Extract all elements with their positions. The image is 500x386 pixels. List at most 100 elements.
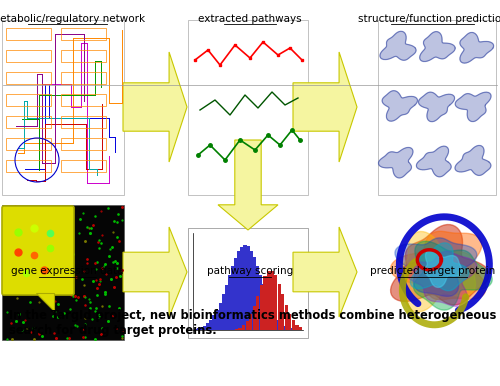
Polygon shape	[382, 91, 418, 121]
Bar	[61, 94, 106, 106]
Bar	[256, 266, 259, 330]
Polygon shape	[416, 146, 451, 177]
Bar	[252, 257, 256, 330]
Polygon shape	[460, 32, 494, 63]
Bar	[262, 284, 265, 330]
Bar	[268, 302, 271, 330]
Polygon shape	[218, 140, 278, 230]
Polygon shape	[395, 238, 477, 296]
Bar	[212, 315, 216, 330]
Bar	[216, 310, 218, 330]
Text: gene expression data: gene expression data	[11, 266, 124, 276]
Bar	[225, 285, 228, 330]
Bar	[188, 228, 308, 338]
Bar	[274, 315, 278, 330]
Bar	[265, 294, 268, 330]
Bar	[278, 320, 280, 330]
Bar	[61, 116, 106, 128]
Bar	[264, 276, 266, 330]
Bar	[235, 329, 238, 330]
Polygon shape	[36, 293, 54, 311]
Bar	[271, 309, 274, 330]
Bar	[218, 303, 222, 330]
Bar	[6, 116, 51, 128]
Bar	[237, 251, 240, 330]
Bar	[249, 315, 252, 330]
Bar	[197, 328, 200, 330]
Bar	[200, 327, 203, 330]
Text: pathway scoring: pathway scoring	[207, 266, 293, 276]
Bar	[61, 160, 106, 172]
Text: predicted target protein: predicted target protein	[370, 266, 495, 276]
Polygon shape	[424, 250, 463, 288]
Text: extracted pathways: extracted pathways	[198, 14, 302, 24]
Bar	[210, 320, 212, 330]
Bar	[244, 245, 246, 330]
Bar	[286, 327, 290, 330]
Bar	[194, 329, 197, 330]
FancyBboxPatch shape	[2, 206, 74, 295]
Polygon shape	[390, 225, 489, 305]
Polygon shape	[378, 147, 413, 178]
Bar	[246, 246, 250, 330]
Polygon shape	[398, 232, 475, 312]
Bar	[270, 271, 274, 330]
Bar	[284, 325, 286, 330]
Bar	[258, 275, 262, 330]
Bar	[378, 20, 496, 195]
Bar	[206, 323, 210, 330]
Bar	[6, 138, 51, 150]
Bar	[6, 72, 51, 84]
Polygon shape	[414, 241, 492, 310]
Bar	[260, 285, 263, 330]
Polygon shape	[418, 92, 454, 122]
Polygon shape	[123, 227, 187, 317]
Bar	[6, 160, 51, 172]
Bar	[288, 314, 292, 330]
Text: structure/function prediction: structure/function prediction	[358, 14, 500, 24]
Bar	[281, 295, 284, 330]
Bar	[280, 323, 283, 330]
Text: In the TargId project, new bioinformatics methods combine heterogeneous informat: In the TargId project, new bioinformatic…	[9, 309, 500, 337]
Bar	[274, 275, 278, 330]
Polygon shape	[380, 31, 416, 60]
Bar	[278, 284, 281, 330]
Bar	[238, 328, 242, 330]
Bar	[296, 325, 298, 330]
Bar	[299, 327, 302, 330]
Polygon shape	[410, 243, 469, 291]
Bar	[61, 50, 106, 62]
Bar	[290, 328, 293, 330]
Polygon shape	[123, 52, 187, 162]
Bar	[203, 326, 206, 330]
Bar	[188, 20, 308, 195]
Bar	[292, 329, 296, 330]
Bar	[6, 50, 51, 62]
Bar	[246, 321, 249, 330]
Bar	[242, 325, 246, 330]
Bar	[61, 72, 106, 84]
Bar	[2, 205, 124, 340]
Bar	[61, 28, 106, 40]
Bar	[292, 320, 295, 330]
Bar	[222, 294, 225, 330]
Bar	[6, 28, 51, 40]
Text: metabolic/regulatory network: metabolic/regulatory network	[0, 14, 145, 24]
Bar	[267, 271, 270, 330]
Bar	[250, 251, 252, 330]
Bar	[284, 305, 288, 330]
Polygon shape	[420, 32, 455, 61]
Bar	[378, 205, 496, 340]
Bar	[61, 138, 106, 150]
Polygon shape	[293, 227, 357, 317]
Bar	[231, 266, 234, 330]
Polygon shape	[404, 251, 477, 307]
Bar	[6, 94, 51, 106]
Polygon shape	[390, 231, 486, 300]
Polygon shape	[455, 146, 491, 175]
Bar	[256, 296, 260, 330]
Bar	[234, 257, 237, 330]
Bar	[228, 276, 231, 330]
Polygon shape	[455, 92, 491, 122]
Polygon shape	[293, 52, 357, 162]
